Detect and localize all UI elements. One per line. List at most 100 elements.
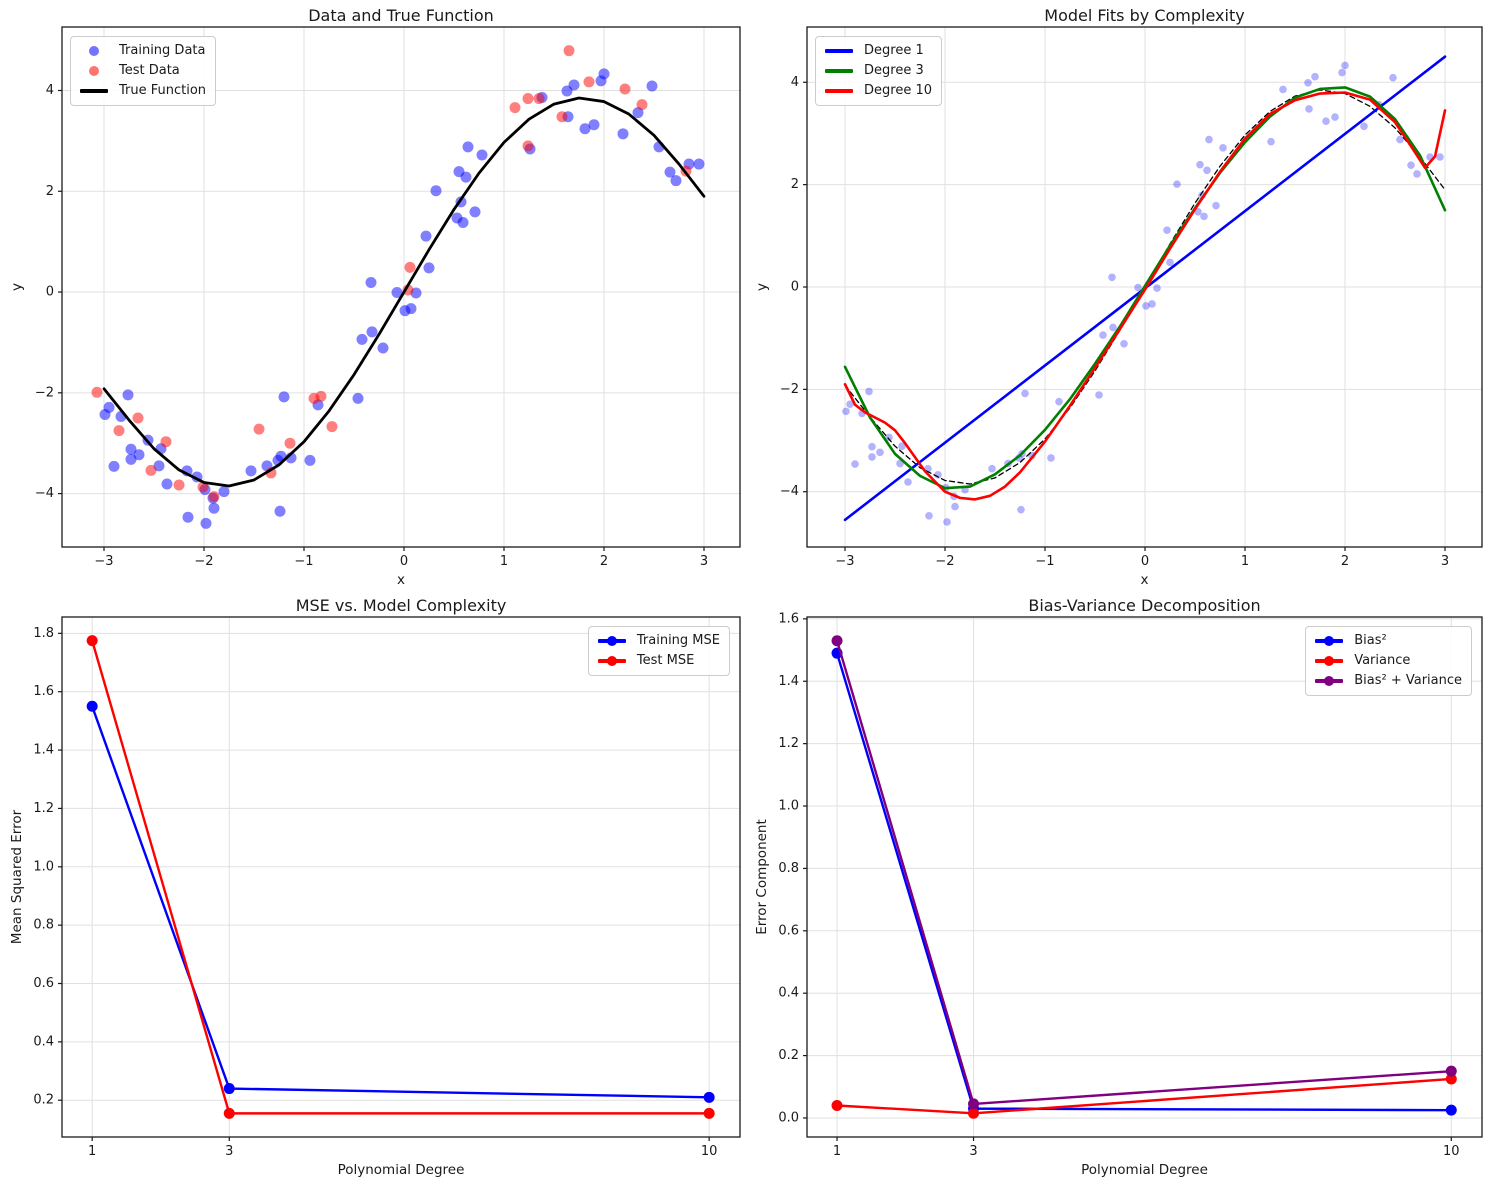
y-tick-label: 0.8: [778, 861, 799, 876]
legend-swatch-line-icon: [80, 85, 108, 97]
plot-title-data-true-function: Data and True Function: [308, 6, 494, 25]
series-bias-: [831, 647, 1457, 1116]
y-tick-label: 0: [791, 280, 799, 295]
legend: Degree 1 Degree 3 Degree 10: [815, 36, 942, 106]
legend-entry: Degree 10: [825, 83, 932, 99]
legend-entry: Degree 1: [825, 43, 932, 59]
y-tick-label: 1.6: [778, 611, 799, 626]
y-tick-label: 0.2: [33, 1093, 54, 1108]
y-axis-label-2: y: [754, 283, 770, 291]
mse-complexity-plot-area: 1 3 10 0.2 0.4 0.6 0.8 1.0 1.2 1.4 1.6 1.8: [33, 616, 741, 1159]
legend-label: Variance: [1354, 653, 1411, 668]
grid: [62, 617, 740, 1137]
x-tick-label: 1: [833, 1144, 841, 1159]
series-degree-3: [843, 86, 1447, 490]
y-tick-label: 0.6: [33, 976, 54, 991]
axis-ticks: −3 −2 −1 0 1 2 3 −4 −2 0 2 4: [780, 75, 1449, 569]
y-tick-label: −4: [35, 486, 54, 501]
y-axis-label-1: y: [9, 283, 25, 291]
subplot-model-fits: −3 −2 −1 0 1 2 3 −4 −2 0 2 4 Model Fits by Complexi…: [745, 0, 1489, 595]
grid: [807, 27, 1482, 547]
legend-label: Bias²: [1354, 633, 1387, 648]
x-tick-label: 2: [1341, 554, 1349, 569]
legend-label: Training MSE: [636, 633, 720, 648]
series-layer: [831, 635, 1457, 1119]
plot-spines: [61, 616, 741, 1138]
legend-label: Test Data: [119, 63, 180, 78]
legend-label: Test MSE: [636, 653, 695, 668]
legend-swatch-line-dot-icon: [597, 655, 626, 667]
legend-swatch-line-dot-icon: [1315, 655, 1344, 667]
series-test-data: [91, 45, 692, 503]
legend-swatch-line-dot-icon: [1315, 675, 1344, 687]
series-variance: [831, 1073, 1457, 1119]
plot-spines: [61, 26, 741, 548]
x-axis-label-3: Polynomial Degree: [337, 1162, 465, 1178]
y-tick-label: 0.2: [778, 1048, 799, 1063]
x-tick-label: 3: [700, 554, 708, 569]
legend-entry: Test Data: [80, 63, 206, 79]
y-tick-label: 0: [46, 285, 54, 300]
y-tick-label: 1.6: [33, 684, 54, 699]
legend-label: Training Data: [119, 43, 206, 58]
y-tick-label: 1.0: [778, 799, 799, 814]
grid: [807, 617, 1482, 1137]
series-layer: [86, 635, 715, 1119]
y-tick-label: 0.6: [778, 923, 799, 938]
x-tick-label: 1: [1241, 554, 1249, 569]
y-tick-label: 1.4: [33, 743, 54, 758]
legend: Bias² Variance Bias² + Variance: [1305, 626, 1472, 696]
axis-ticks: 1 3 10 0.0 0.2 0.4 0.6 0.8 1.0 1.2 1.4 1.6: [778, 611, 1459, 1158]
bias-variance-plot-area: 1 3 10 0.0 0.2 0.4 0.6 0.8 1.0 1.2 1.4 1.6: [778, 611, 1483, 1159]
legend-entry: Variance: [1315, 653, 1462, 669]
y-tick-label: 2: [791, 177, 799, 192]
x-tick-label: 1: [88, 1144, 96, 1159]
series-true-function: [102, 96, 706, 488]
legend-swatch-dot-icon: [80, 45, 108, 57]
x-tick-label: −2: [194, 554, 213, 569]
x-tick-label: 3: [1441, 554, 1449, 569]
series-bias-variance: [831, 635, 1457, 1110]
legend-swatch-line-dot-icon: [1315, 635, 1344, 647]
y-tick-label: 0.4: [33, 1034, 54, 1049]
legend-swatch-line-icon: [825, 65, 853, 77]
subplot-mse-complexity: 1 3 10 0.2 0.4 0.6 0.8 1.0 1.2 1.4 1.6 1.8 MSE vs. …: [0, 595, 744, 1190]
series-layer: [91, 45, 706, 529]
model-fits-plot-area: −3 −2 −1 0 1 2 3 −4 −2 0 2 4: [780, 26, 1483, 569]
x-tick-label: 2: [600, 554, 608, 569]
legend-entry: Bias²: [1315, 633, 1462, 649]
x-tick-label: 3: [225, 1144, 233, 1159]
legend-entry: Training Data: [80, 43, 206, 59]
series-degree-10: [843, 91, 1447, 501]
x-tick-label: −3: [94, 554, 113, 569]
x-tick-label: 10: [701, 1144, 718, 1159]
legend-entry: True Function: [80, 83, 206, 99]
legend-label: Degree 10: [864, 83, 932, 98]
y-tick-label: 0.8: [33, 918, 54, 933]
y-tick-label: 4: [46, 83, 54, 98]
x-axis-label-4: Polynomial Degree: [1081, 1162, 1208, 1178]
x-tick-label: −1: [294, 554, 313, 569]
x-tick-label: 0: [1141, 554, 1149, 569]
legend-swatch-dot-icon: [80, 65, 108, 77]
legend-entry: Training MSE: [597, 633, 720, 649]
y-tick-label: 1.4: [778, 674, 799, 689]
series-training-mse: [86, 700, 715, 1103]
y-tick-label: 4: [791, 75, 799, 90]
x-tick-label: 3: [969, 1144, 977, 1159]
plot-title-bias-variance: Bias-Variance Decomposition: [1028, 596, 1261, 615]
y-tick-label: 1.8: [33, 626, 54, 641]
y-tick-label: 0.0: [778, 1110, 799, 1125]
y-tick-label: −2: [780, 382, 799, 397]
subplot-data-true-function: −3 −2 −1 0 1 2 3 −4 −2 0 2 4 Data and True Function…: [0, 0, 744, 595]
legend-label: Degree 1: [864, 43, 924, 58]
x-tick-label: 0: [400, 554, 408, 569]
legend-swatch-line-icon: [825, 45, 853, 57]
y-axis-label-3: Mean Squared Error: [9, 809, 25, 945]
plot-spines: [806, 616, 1483, 1138]
legend-entry: Bias² + Variance: [1315, 673, 1462, 689]
legend-label: True Function: [119, 83, 207, 98]
legend-swatch-line-dot-icon: [597, 635, 626, 647]
y-tick-label: −4: [780, 484, 799, 499]
